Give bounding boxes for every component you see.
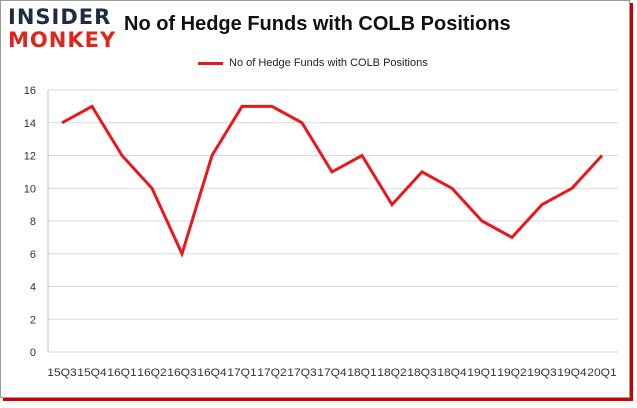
y-tick-label: 6 xyxy=(30,249,36,261)
x-tick-label: 16Q4 xyxy=(197,367,227,379)
legend-line-swatch xyxy=(198,61,223,65)
x-tick-label: 17Q2 xyxy=(257,367,287,379)
y-tick-label: 14 xyxy=(24,118,36,130)
x-tick-label: 16Q3 xyxy=(167,367,197,379)
x-tick-label: 15Q3 xyxy=(47,367,77,379)
chart-frame xyxy=(0,0,630,398)
chart-title: No of Hedge Funds with COLB Positions xyxy=(124,13,511,35)
y-tick-label: 16 xyxy=(24,85,36,97)
insider-monkey-logo: INSIDER MONKEY xyxy=(8,6,116,54)
y-tick-label: 4 xyxy=(30,282,36,294)
x-tick-label: 19Q3 xyxy=(527,367,557,379)
x-tick-label: 19Q4 xyxy=(557,367,587,379)
y-tick-label: 8 xyxy=(30,216,36,228)
y-tick-label: 2 xyxy=(30,314,36,326)
y-tick-label: 10 xyxy=(24,183,36,195)
chart-legend: No of Hedge Funds with COLB Positions xyxy=(198,55,428,71)
x-tick-label: 20Q1 xyxy=(587,367,617,379)
x-tick-label: 18Q2 xyxy=(377,367,407,379)
legend-label: No of Hedge Funds with COLB Positions xyxy=(229,57,428,69)
x-tick-label: 16Q2 xyxy=(137,367,167,379)
x-tick-label: 15Q4 xyxy=(77,367,107,379)
y-tick-label: 0 xyxy=(30,347,36,359)
x-tick-label: 17Q1 xyxy=(227,367,257,379)
x-tick-label: 16Q1 xyxy=(107,367,137,379)
x-tick-label: 18Q4 xyxy=(437,367,467,379)
x-tick-label: 19Q1 xyxy=(467,367,497,379)
x-tick-label: 17Q3 xyxy=(287,367,317,379)
logo-text-top: INSIDER xyxy=(8,5,112,29)
logo-text-bottom: MONKEY xyxy=(8,28,117,52)
y-tick-label: 12 xyxy=(24,151,36,163)
series-line xyxy=(61,104,604,259)
x-tick-label: 19Q2 xyxy=(497,367,527,379)
x-tick-label: 17Q4 xyxy=(317,367,347,379)
x-tick-label: 18Q3 xyxy=(407,367,437,379)
x-tick-label: 18Q1 xyxy=(347,367,377,379)
